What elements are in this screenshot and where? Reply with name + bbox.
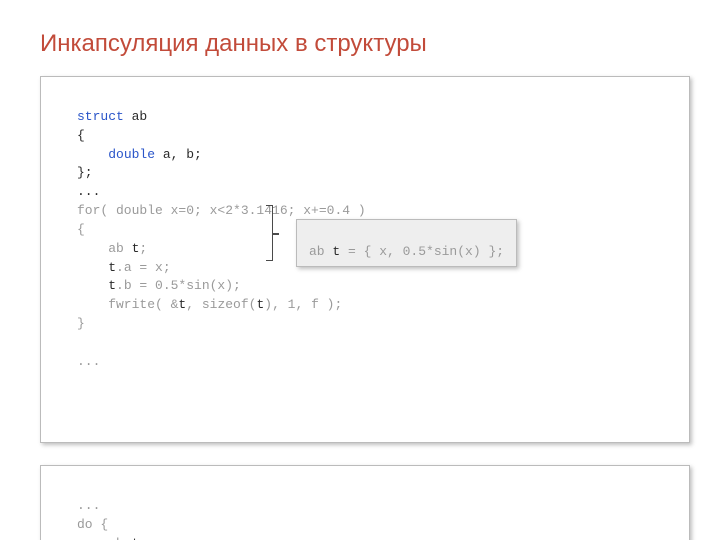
brace-open: { [77,128,85,143]
body-close: } [77,316,85,331]
ellipsis: ... [77,184,100,199]
kw-double: double [108,147,155,162]
fwrite-end: ), 1, f ); [264,297,342,312]
for-line: for( double x=0; x<2*3.1416; x+=0.4 ) [77,203,366,218]
slide: Инкапсуляция данных в структуры struct a… [0,0,720,540]
line-ab: ab [77,241,132,256]
group-bracket [266,205,273,261]
callout-initializer: ab t = { x, 0.5*sin(x) }; [296,219,517,267]
ab-decl: ab [77,536,132,540]
assign-a: .a = x; [116,260,171,275]
ellipsis-end: ... [77,354,100,369]
kw-struct: struct [77,109,124,124]
do-open: do { [77,517,108,532]
brace-close: }; [77,165,93,180]
t2: t [77,260,116,275]
assign-b: .b = 0.5*sin(x); [116,278,241,293]
callout-pre: ab [309,244,332,259]
code-block-read: ... do { ab t; fread( &t, sizeof(t), 1, … [40,465,690,540]
ellipsis-r1: ... [77,498,100,513]
semi1: ; [139,241,147,256]
r-semi: ; [139,536,147,540]
body-open: { [77,222,85,237]
t3: t [77,278,116,293]
slide-title: Инкапсуляция данных в структуры [40,30,690,58]
struct-members: a, b; [155,147,202,162]
fwrite-pre: fwrite( & [77,297,178,312]
struct-name: ab [124,109,147,124]
fwrite-mid: , sizeof( [186,297,256,312]
callout-rest: = { x, 0.5*sin(x) }; [340,244,504,259]
code-block-write: struct ab { double a, b; }; ... for( dou… [40,76,690,443]
